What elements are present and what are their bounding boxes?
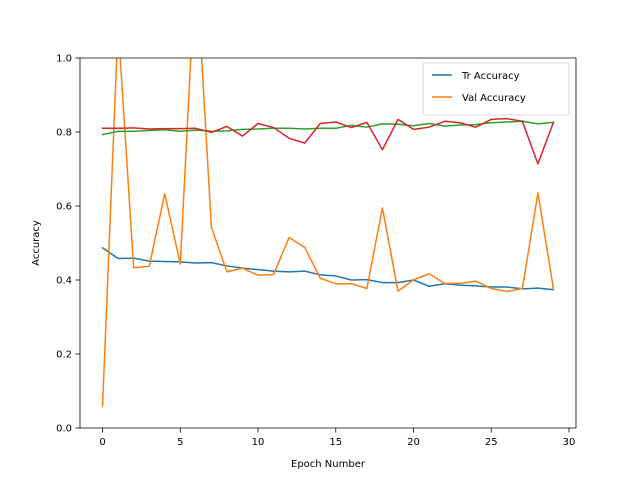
- y-tick-label: 0.2: [56, 350, 72, 361]
- series-lines: [101, 58, 555, 407]
- series-line-4: [101, 117, 555, 165]
- y-tick-label: 1.0: [56, 54, 72, 65]
- y-tick-label: 0.0: [56, 424, 72, 435]
- legend-box: [422, 62, 570, 116]
- x-tick-label: 20: [407, 437, 420, 448]
- axes: [79, 57, 577, 429]
- x-tick-label: 30: [563, 437, 576, 448]
- ticks: 0 5 10 15 20 25 30 0.0 0.2 0.4 0.6 0.8 1.0: [56, 54, 575, 449]
- x-tick-label: 5: [177, 437, 183, 448]
- x-tick-label: 15: [329, 437, 342, 448]
- y-tick-label: 0.8: [56, 128, 72, 139]
- series-line-3: [101, 120, 555, 136]
- x-tick-label: 0: [99, 437, 105, 448]
- x-axis-label: Epoch Number: [291, 459, 366, 470]
- legend: Tr Accuracy Val Accuracy: [422, 62, 570, 116]
- legend-label: Tr Accuracy: [461, 71, 520, 82]
- x-tick-label: 25: [485, 437, 498, 448]
- y-axis-label: Accuracy: [31, 220, 42, 266]
- y-tick-label: 0.6: [56, 202, 72, 213]
- series-line-2: [101, 58, 555, 407]
- y-tick-label: 0.4: [56, 276, 72, 287]
- series-line-1: [101, 246, 555, 291]
- x-tick-label: 10: [252, 437, 265, 448]
- legend-label: Val Accuracy: [462, 93, 526, 104]
